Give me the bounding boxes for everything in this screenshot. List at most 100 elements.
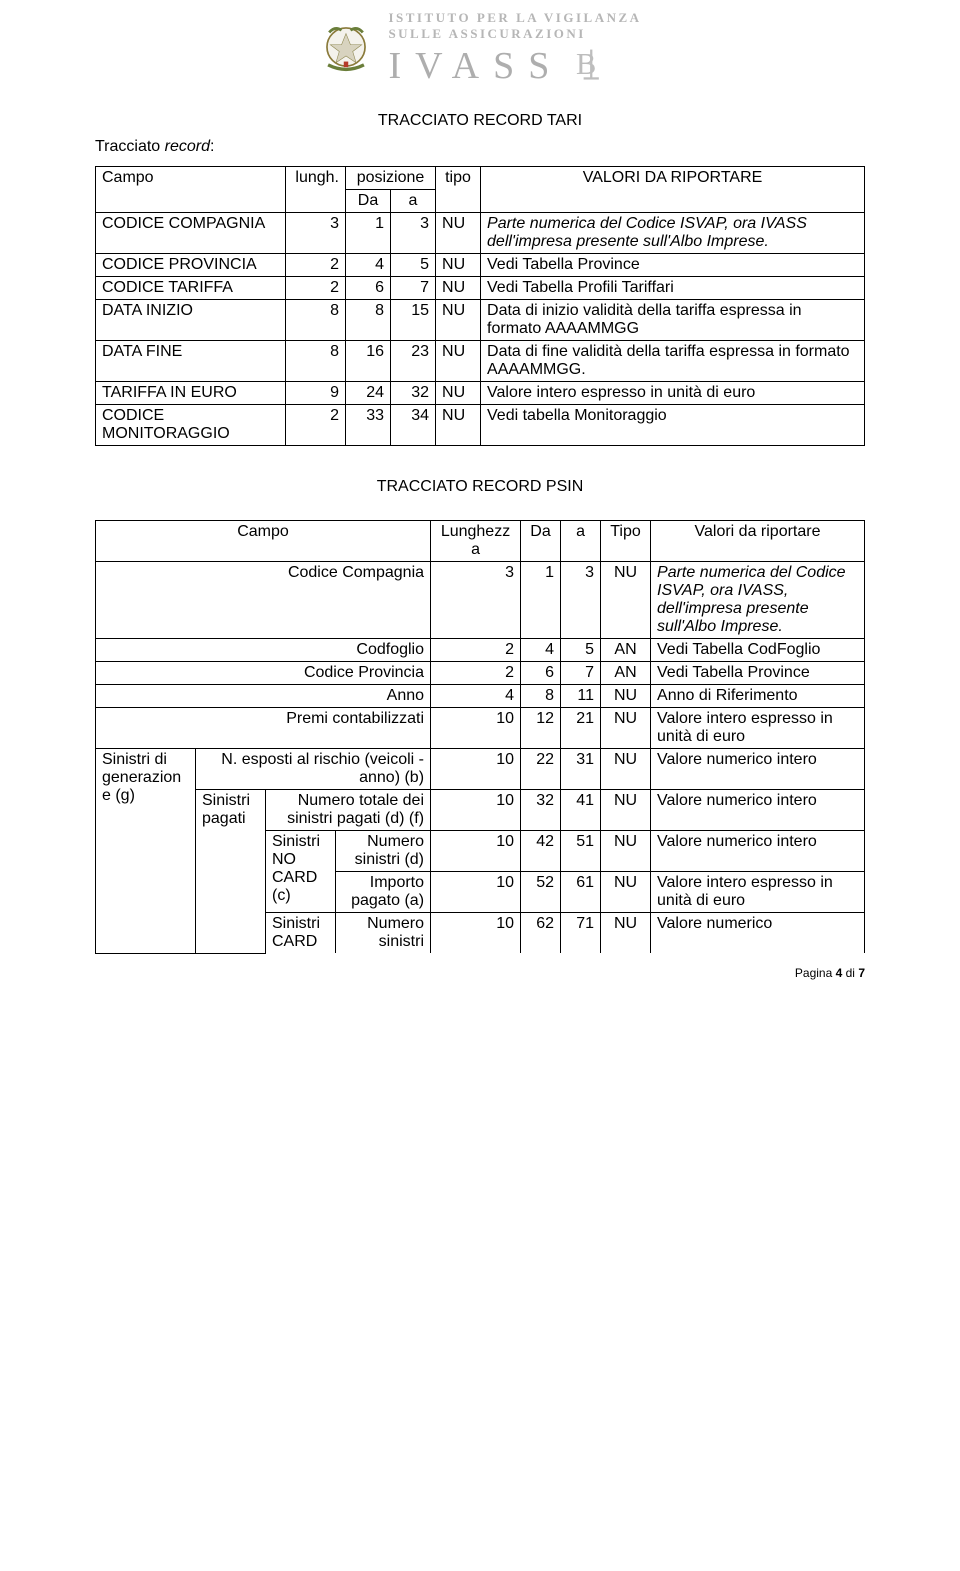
cell: 8 — [286, 300, 346, 341]
th-valori: Valori da riportare — [651, 521, 865, 562]
cell: NU — [436, 341, 481, 382]
cell: Valore intero espresso in unità di euro — [651, 872, 865, 913]
cell: NU — [601, 685, 651, 708]
cell: DATA INIZIO — [96, 300, 286, 341]
cell-campo: CODICE COMPAGNIA — [96, 213, 286, 254]
table-row: CODICE PROVINCIA 2 4 5 NU Vedi Tabella P… — [96, 254, 865, 277]
cell: 8 — [286, 341, 346, 382]
cell-group: Sinistri CARD — [266, 913, 336, 954]
cell: 16 — [346, 341, 391, 382]
cell-group: Sinistri NO CARD (c) — [266, 831, 336, 913]
cell-label: Codice Compagnia — [96, 562, 431, 639]
cell: 10 — [431, 872, 521, 913]
section1-title: TRACCIATO RECORD TARI — [95, 112, 865, 130]
th-campo: Campo — [96, 167, 286, 213]
cell: Valore intero espresso in unità di euro — [651, 708, 865, 749]
cell: NU — [436, 213, 481, 254]
table-row: TARIFFA IN EURO 9 24 32 NU Valore intero… — [96, 382, 865, 405]
cell: NU — [601, 790, 651, 831]
cell: 32 — [521, 790, 561, 831]
cell-label: Numero sinistri (d) — [336, 831, 431, 872]
cell: 10 — [431, 913, 521, 954]
cell: 42 — [521, 831, 561, 872]
cell: 12 — [521, 708, 561, 749]
page-footer: Pagina 4 di 7 — [795, 966, 865, 980]
cell: 4 — [431, 685, 521, 708]
cell: 2 — [286, 254, 346, 277]
table-row: CODICE TARIFFA 2 6 7 NU Vedi Tabella Pro… — [96, 277, 865, 300]
cell: CODICE MONITORAGGIO — [96, 405, 286, 446]
table-row: DATA INIZIO 8 8 15 NU Data di inizio val… — [96, 300, 865, 341]
tracciato-record-label: Tracciato record: — [95, 138, 865, 156]
footer-prefix: Pagina — [795, 966, 836, 980]
cell: 4 — [521, 639, 561, 662]
cell: NU — [601, 913, 651, 954]
th-campo: Campo — [96, 521, 431, 562]
th-posizione: posizione — [346, 167, 436, 190]
cell-label: Premi contabilizzati — [96, 708, 431, 749]
cell: 2 — [431, 662, 521, 685]
cell: 10 — [431, 790, 521, 831]
cell: Parte numerica del Codice ISVAP, ora IVA… — [651, 562, 865, 639]
cell: 7 — [561, 662, 601, 685]
cell: 8 — [346, 300, 391, 341]
cell-label: Codice Provincia — [96, 662, 431, 685]
cell: 33 — [346, 405, 391, 446]
cell: 24 — [346, 382, 391, 405]
cell: 1 — [521, 562, 561, 639]
cell: NU — [436, 277, 481, 300]
table-row: Sinistri pagati Numero totale dei sinist… — [96, 790, 865, 831]
cell: NU — [436, 254, 481, 277]
cell: 10 — [431, 831, 521, 872]
cell-valori: Parte numerica del Codice ISVAP, ora IVA… — [481, 213, 865, 254]
institute-line-2: SULLE ASSICURAZIONI — [388, 26, 641, 42]
cell: TARIFFA IN EURO — [96, 382, 286, 405]
psin-table: Campo Lunghezza Da a Tipo Valori da ripo… — [95, 520, 865, 954]
cell: 2 — [286, 277, 346, 300]
th-tipo: Tipo — [601, 521, 651, 562]
tracciato-italic: record — [165, 138, 210, 155]
table-row: CODICE MONITORAGGIO 2 33 34 NU Vedi tabe… — [96, 405, 865, 446]
tracciato-prefix: Tracciato — [95, 138, 165, 155]
cell-label: Numero sinistri — [336, 913, 431, 954]
cell: 51 — [561, 831, 601, 872]
th-valori: VALORI DA RIPORTARE — [481, 167, 865, 213]
th-a: a — [561, 521, 601, 562]
cell: 23 — [391, 341, 436, 382]
cell-label: Anno — [96, 685, 431, 708]
cell: 32 — [391, 382, 436, 405]
cell: DATA FINE — [96, 341, 286, 382]
cell: Anno di Riferimento — [651, 685, 865, 708]
cell: NU — [601, 562, 651, 639]
cell: Vedi Tabella Profili Tariffari — [481, 277, 865, 300]
ivass-logo-text: IVASS — [388, 44, 563, 88]
footer-mid: di — [842, 966, 858, 980]
table-row: Codice Provincia 2 6 7 AN Vedi Tabella P… — [96, 662, 865, 685]
cell: 15 — [391, 300, 436, 341]
cell: 2 — [286, 405, 346, 446]
cell: 41 — [561, 790, 601, 831]
cell: NU — [601, 749, 651, 790]
cell: CODICE TARIFFA — [96, 277, 286, 300]
cell: 6 — [346, 277, 391, 300]
cell: Valore numerico — [651, 913, 865, 954]
cell: 2 — [431, 639, 521, 662]
th-da: Da — [521, 521, 561, 562]
cell: 7 — [391, 277, 436, 300]
cell: NU — [436, 405, 481, 446]
cell: NU — [601, 872, 651, 913]
cell: Valore numerico intero — [651, 749, 865, 790]
institute-line-1: ISTITUTO PER LA VIGILANZA — [388, 10, 641, 26]
cell: NU — [601, 831, 651, 872]
cell: 52 — [521, 872, 561, 913]
cell: Valore intero espresso in unità di euro — [481, 382, 865, 405]
cell: NU — [601, 708, 651, 749]
cell: 61 — [561, 872, 601, 913]
cell: 22 — [521, 749, 561, 790]
th-lunghezza: Lunghezza — [431, 521, 521, 562]
cell: 3 — [561, 562, 601, 639]
cell: Vedi Tabella Province — [481, 254, 865, 277]
tari-table: Campo lungh. posizione tipo VALORI DA RI… — [95, 166, 865, 446]
tracciato-suffix: : — [210, 138, 214, 155]
table-row: Premi contabilizzati 10 12 21 NU Valore … — [96, 708, 865, 749]
